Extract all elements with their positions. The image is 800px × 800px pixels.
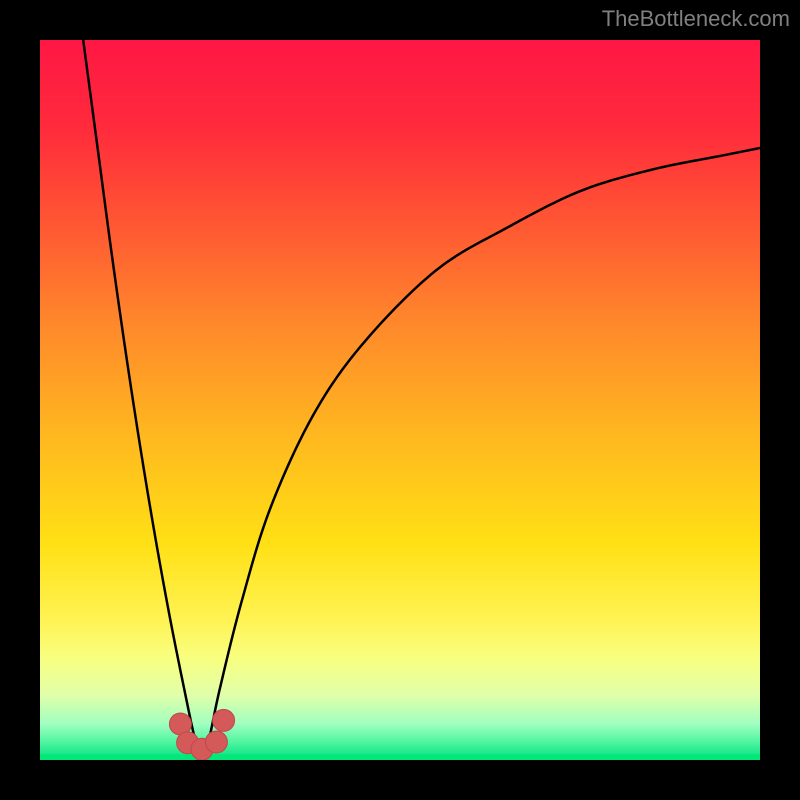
plot-area: [40, 40, 760, 760]
curve-layer: [40, 40, 760, 760]
bottleneck-curve: [83, 40, 760, 760]
marker-point: [213, 709, 235, 731]
chart-container: TheBottleneck.com: [0, 0, 800, 800]
marker-point: [205, 731, 227, 753]
attribution-text: TheBottleneck.com: [602, 6, 790, 32]
